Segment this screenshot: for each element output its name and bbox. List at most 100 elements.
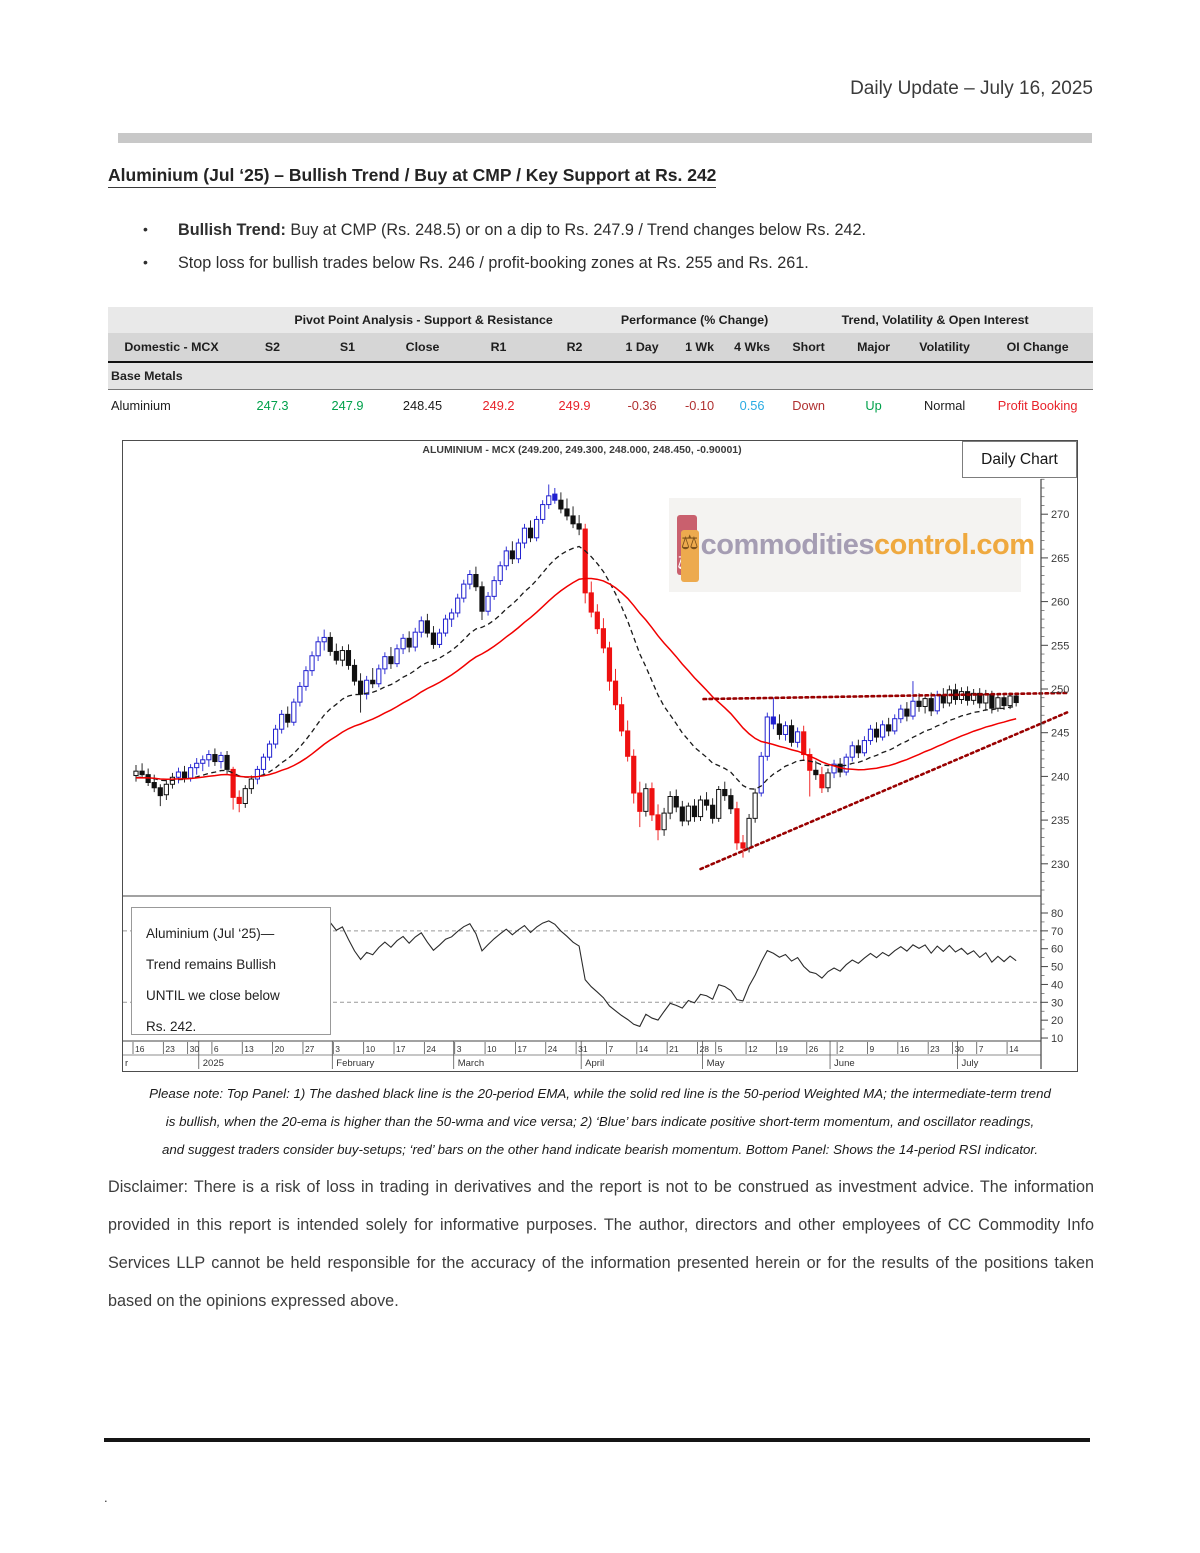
svg-text:2: 2 bbox=[839, 1044, 844, 1054]
svg-text:10: 10 bbox=[366, 1044, 376, 1054]
svg-text:14: 14 bbox=[639, 1044, 649, 1054]
table-cell: 247.9 bbox=[331, 397, 364, 413]
svg-text:31: 31 bbox=[578, 1044, 588, 1054]
svg-text:235: 235 bbox=[1051, 815, 1069, 827]
table-column-header: S1 bbox=[310, 333, 385, 363]
svg-text:3: 3 bbox=[335, 1044, 340, 1054]
svg-text:260: 260 bbox=[1051, 597, 1069, 609]
table-cell: -0.10 bbox=[684, 397, 715, 413]
table-cell: Normal bbox=[923, 397, 966, 413]
table-header-row: Domestic - MCX S2 S1 Close R1 R2 1 Day 1 Wk 4 Wk… bbox=[108, 333, 1094, 363]
table-cell: Aluminium bbox=[111, 397, 171, 413]
svg-text:6: 6 bbox=[214, 1044, 219, 1054]
svg-text:20: 20 bbox=[1051, 1015, 1063, 1027]
svg-text:17: 17 bbox=[517, 1044, 527, 1054]
svg-text:27: 27 bbox=[305, 1044, 315, 1054]
svg-text:May: May bbox=[707, 1058, 725, 1069]
scales-icon: ⚖ bbox=[680, 530, 699, 582]
svg-text:26: 26 bbox=[809, 1044, 819, 1054]
table-cell: 247.3 bbox=[256, 397, 289, 413]
svg-text:240: 240 bbox=[1051, 771, 1069, 783]
daily-chart-label: Daily Chart bbox=[962, 441, 1077, 478]
svg-text:July: July bbox=[962, 1058, 979, 1069]
svg-text:24: 24 bbox=[426, 1044, 436, 1054]
svg-text:10: 10 bbox=[1051, 1033, 1063, 1045]
bullet-item-2: • Stop loss for bullish trades below Rs.… bbox=[143, 254, 1093, 273]
svg-text:24: 24 bbox=[548, 1044, 558, 1054]
svg-text:ALUMINIUM - MCX (249.200, 249.: ALUMINIUM - MCX (249.200, 249.300, 248.0… bbox=[422, 444, 741, 456]
table-cell: 0.56 bbox=[739, 397, 765, 413]
header-divider-bar bbox=[118, 133, 1092, 143]
svg-text:270: 270 bbox=[1051, 509, 1069, 521]
table-group-header: Pivot Point Analysis - Support & Resista… bbox=[235, 307, 613, 333]
svg-text:7: 7 bbox=[979, 1044, 984, 1054]
svg-text:80: 80 bbox=[1051, 908, 1063, 920]
svg-text:February: February bbox=[336, 1058, 374, 1069]
svg-text:230: 230 bbox=[1051, 859, 1069, 871]
summary-table: Pivot Point Analysis - Support & Resista… bbox=[108, 307, 1094, 421]
table-cell: 249.2 bbox=[482, 397, 515, 413]
svg-text:60: 60 bbox=[1051, 944, 1063, 956]
table-column-header: 1 Wk bbox=[672, 333, 728, 363]
svg-text:245: 245 bbox=[1051, 728, 1069, 740]
table-column-header: 1 Day bbox=[612, 333, 673, 363]
table-column-header: Volatility bbox=[907, 333, 983, 363]
svg-text:June: June bbox=[834, 1058, 855, 1069]
svg-text:30: 30 bbox=[190, 1044, 200, 1054]
table-cell: Profit Booking bbox=[997, 397, 1078, 413]
table-column-header: R2 bbox=[537, 333, 613, 363]
svg-text:255: 255 bbox=[1051, 640, 1069, 652]
report-title-text: Aluminium (Jul ‘25) – Bullish Trend / Bu… bbox=[108, 165, 717, 188]
svg-text:10: 10 bbox=[487, 1044, 497, 1054]
svg-text:40: 40 bbox=[1051, 979, 1063, 991]
svg-text:19: 19 bbox=[778, 1044, 788, 1054]
note-line: Please note: Top Panel: 1) The dashed bl… bbox=[149, 1086, 1051, 1101]
table-column-header: OI Change bbox=[982, 333, 1094, 363]
svg-text:28: 28 bbox=[700, 1044, 710, 1054]
table-cell: Down bbox=[792, 397, 825, 413]
svg-text:21: 21 bbox=[669, 1044, 679, 1054]
svg-text:30: 30 bbox=[954, 1044, 964, 1054]
svg-text:20: 20 bbox=[275, 1044, 285, 1054]
svg-text:16: 16 bbox=[135, 1044, 145, 1054]
table-column-header: S2 bbox=[235, 333, 310, 363]
table-group-header bbox=[108, 307, 235, 333]
table-column-header: Close bbox=[385, 333, 460, 363]
svg-text:50: 50 bbox=[1051, 962, 1063, 974]
svg-text:March: March bbox=[458, 1058, 484, 1069]
chart-watermark: ⚖ ⚖ commoditiescontrol.com bbox=[669, 498, 1035, 592]
table-column-header: 4 Wks bbox=[727, 333, 778, 363]
svg-text:r: r bbox=[125, 1058, 128, 1069]
svg-text:17: 17 bbox=[396, 1044, 406, 1054]
disclaimer-text: Disclaimer: There is a risk of loss in t… bbox=[108, 1178, 1094, 1310]
table-row: Aluminium 247.3 247.9 248.45 249.2 249.9 -0.36… bbox=[108, 390, 1093, 421]
annotation-line: UNTIL we close below bbox=[146, 988, 280, 1003]
table-section-row: Base Metals bbox=[108, 362, 1094, 390]
bullet-icon: • bbox=[143, 221, 148, 237]
table-column-header: R1 bbox=[460, 333, 537, 363]
summary-table-wrap: Pivot Point Analysis - Support & Resista… bbox=[108, 307, 1094, 421]
price-chart: ⚖ ⚖ commoditiescontrol.com ALUMINIUM - M… bbox=[122, 440, 1078, 1072]
svg-text:5: 5 bbox=[718, 1044, 723, 1054]
bullet-list: • Bullish Trend: Buy at CMP (Rs. 248.5) … bbox=[143, 221, 1093, 287]
table-group-header: Performance (% Change) bbox=[612, 307, 778, 333]
svg-text:250: 250 bbox=[1051, 684, 1069, 696]
chart-annotation-box: Aluminium (Jul ‘25)— Trend remains Bulli… bbox=[131, 907, 331, 1035]
table-cell: Up bbox=[865, 397, 882, 413]
table-cell: 249.9 bbox=[558, 397, 591, 413]
table-cell: 248.45 bbox=[402, 397, 443, 413]
svg-text:9: 9 bbox=[869, 1044, 874, 1054]
bullet-text: Bullish Trend: Buy at CMP (Rs. 248.5) or… bbox=[178, 221, 866, 239]
report-title: Aluminium (Jul ‘25) – Bullish Trend / Bu… bbox=[108, 165, 717, 188]
svg-text:30: 30 bbox=[1051, 997, 1063, 1009]
svg-text:April: April bbox=[585, 1058, 604, 1069]
watermark-text: commoditiescontrol.com bbox=[700, 528, 1035, 561]
bullet-icon: • bbox=[143, 254, 148, 270]
table-group-header-row: Pivot Point Analysis - Support & Resista… bbox=[108, 307, 1094, 333]
svg-text:16: 16 bbox=[900, 1044, 910, 1054]
table-column-header: Major bbox=[840, 333, 908, 363]
table-column-header: Short bbox=[777, 333, 841, 363]
page-header-date: Daily Update – July 16, 2025 bbox=[850, 78, 1093, 99]
svg-text:7: 7 bbox=[608, 1044, 613, 1054]
